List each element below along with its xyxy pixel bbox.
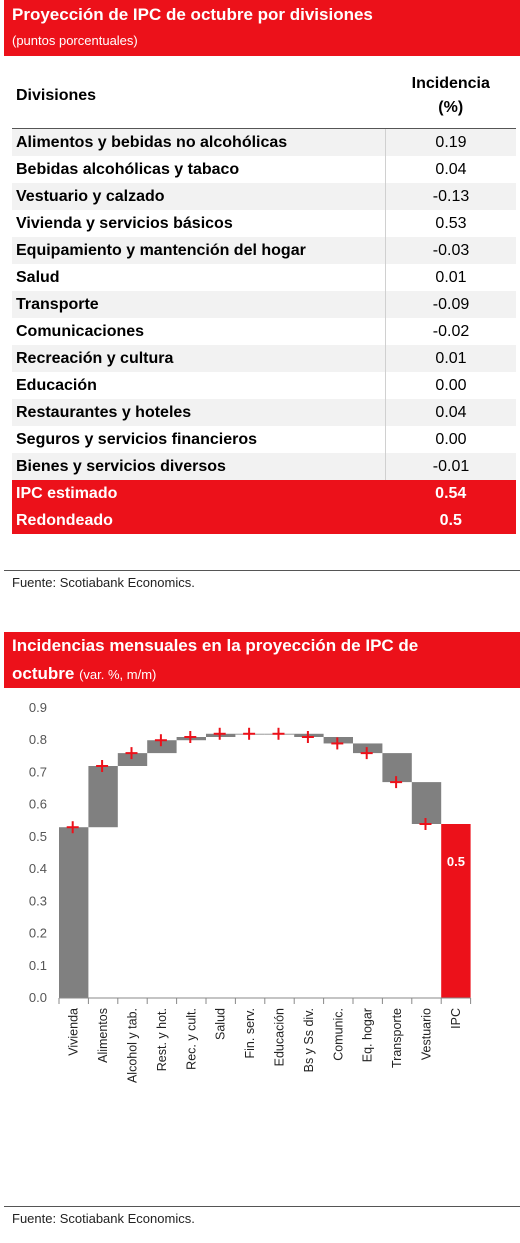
division-cell: Restaurantes y hoteles: [12, 399, 386, 426]
total-label-cell: IPC estimado: [12, 480, 386, 507]
table-source-rule: [4, 570, 520, 571]
incidence-cell: 0.00: [385, 426, 516, 453]
total-row-redondeado: Redondeado 0.5: [12, 507, 516, 534]
waterfall-bar: [411, 782, 442, 824]
chart-header-banner: Incidencias mensuales en la proyección d…: [4, 632, 520, 688]
table-row: Vivienda y servicios básicos 0.53: [12, 210, 516, 237]
y-tick-label: 0.0: [29, 990, 47, 1005]
table-row: Transporte -0.09: [12, 291, 516, 318]
x-tick-label: Vivienda: [67, 1008, 81, 1056]
chart-title-units: (var. %, m/m): [79, 667, 157, 682]
y-tick-label: 0.2: [29, 926, 47, 941]
x-tick-label: Comunic.: [331, 1008, 345, 1061]
table-header-row: Divisiones Incidencia (%): [12, 64, 516, 129]
division-cell: Alimentos y bebidas no alcohólicas: [12, 128, 386, 156]
table-title: Proyección de IPC de octubre por divisio…: [12, 5, 373, 24]
incidence-cell: -0.02: [385, 318, 516, 345]
table-row: Seguros y servicios financieros 0.00: [12, 426, 516, 453]
incidence-cell: 0.04: [385, 399, 516, 426]
y-tick-label: 0.6: [29, 797, 47, 812]
table-subtitle: (puntos porcentuales): [12, 33, 138, 48]
chart-source-rule: [4, 1206, 520, 1207]
table-source: Fuente: Scotiabank Economics.: [12, 575, 195, 590]
ipc-data-label: 0.5: [447, 854, 465, 869]
x-tick-label: Salud: [214, 1008, 228, 1040]
division-cell: Salud: [16, 268, 60, 286]
total-label-cell: Redondeado: [12, 507, 386, 534]
x-tick-label: Alimentos: [96, 1008, 110, 1063]
x-tick-label: Alcohol y tab.: [126, 1008, 140, 1083]
division-cell: Seguros y servicios financieros: [16, 430, 257, 448]
table-row: Comunicaciones -0.02: [12, 318, 516, 345]
x-tick-label: Rest. y hot.: [155, 1008, 169, 1071]
table-body: Alimentos y bebidas no alcohólicas 0.19 Be…: [12, 128, 516, 534]
x-tick-label: Vestuario: [420, 1008, 434, 1060]
x-tick-label: Eq. hogar: [361, 1008, 375, 1062]
table-header-banner: Proyección de IPC de octubre por divisio…: [4, 0, 520, 56]
waterfall-bar: [88, 766, 118, 828]
x-tick-label: Bs y Ss div.: [302, 1008, 316, 1072]
incidence-cell: -0.01: [385, 453, 516, 480]
y-tick-label: 0.7: [29, 764, 47, 779]
division-cell: Transporte: [12, 291, 386, 318]
division-cell: Comunicaciones: [16, 322, 145, 340]
table-row: Equipamiento y mantención del hogar -0.03: [12, 237, 516, 264]
incidence-cell: 0.01: [385, 345, 516, 372]
col-header-incidencia-line1: Incidencia: [411, 75, 490, 92]
x-tick-label: Educación: [273, 1008, 287, 1066]
incidence-cell: 0.00: [385, 372, 516, 399]
incidence-cell: 0.04: [385, 156, 516, 183]
y-tick-label: 0.1: [29, 958, 47, 973]
table-row: Bienes y servicios diversos -0.01: [12, 453, 516, 480]
total-row-estimado: IPC estimado 0.54: [12, 480, 516, 507]
table-row: Salud 0.01: [12, 264, 516, 291]
ipc-total-bar: [441, 824, 471, 998]
chart-title-word: octubre: [12, 664, 75, 683]
incidence-cell: -0.03: [385, 237, 516, 264]
waterfall-bar: [59, 827, 89, 998]
table-row: Recreación y cultura 0.01: [12, 345, 516, 372]
table-row: Educación 0.00: [12, 372, 516, 399]
y-tick-label: 0.8: [29, 732, 47, 747]
incidence-cell: 0.53: [385, 210, 516, 237]
table-row: Bebidas alcohólicas y tabaco 0.04: [12, 156, 516, 183]
x-tick-label: Rec. y cult.: [184, 1008, 198, 1070]
y-tick-label: 0.9: [29, 700, 47, 715]
division-cell: Recreación y cultura: [12, 345, 386, 372]
total-value-cell: 0.5: [385, 507, 516, 534]
y-tick-label: 0.3: [29, 893, 47, 908]
incidence-cell: -0.13: [385, 183, 516, 210]
chart-title-line2: octubre (var. %, m/m): [12, 664, 156, 684]
y-tick-label: 0.4: [29, 861, 47, 876]
division-cell: Vestuario y calzado: [12, 183, 386, 210]
waterfall-bar: [117, 753, 148, 766]
x-tick-label: Transporte: [390, 1008, 404, 1068]
division-cell: Educación: [16, 376, 97, 394]
waterfall-bar: [294, 733, 324, 737]
incidence-cell: 0.01: [385, 264, 516, 291]
table-row: Alimentos y bebidas no alcohólicas 0.19: [12, 128, 516, 156]
incidence-cell: 0.19: [385, 128, 516, 156]
table-row: Restaurantes y hoteles 0.04: [12, 399, 516, 426]
chart-title-line1: Incidencias mensuales en la proyección d…: [12, 636, 419, 655]
division-cell: Equipamiento y mantención del hogar: [12, 237, 386, 264]
table-row: Vestuario y calzado -0.13: [12, 183, 516, 210]
waterfall-bar: [147, 740, 177, 754]
col-header-incidencia: Incidencia (%): [386, 64, 517, 129]
col-header-incidencia-line2: (%): [438, 99, 464, 116]
division-cell: Vivienda y servicios básicos: [16, 214, 233, 232]
col-header-division: Divisiones: [16, 87, 97, 104]
y-tick-label: 0.5: [29, 829, 47, 844]
incidence-table: Divisiones Incidencia (%) Alimentos y be…: [12, 64, 516, 534]
total-value-cell: 0.54: [385, 480, 516, 507]
chart-source: Fuente: Scotiabank Economics.: [12, 1211, 195, 1226]
division-cell: Bienes y servicios diversos: [12, 453, 386, 480]
x-tick-label: IPC: [449, 1008, 463, 1029]
incidence-cell: -0.09: [385, 291, 516, 318]
division-cell: Bebidas alcohólicas y tabaco: [16, 160, 240, 178]
x-tick-label: Fin. serv.: [243, 1008, 257, 1058]
waterfall-chart: 0.0 0.1 0.2 0.3 0.4 0.5 0.6 0.7 0.8 0.9 Vivienda Al…: [29, 700, 472, 1083]
